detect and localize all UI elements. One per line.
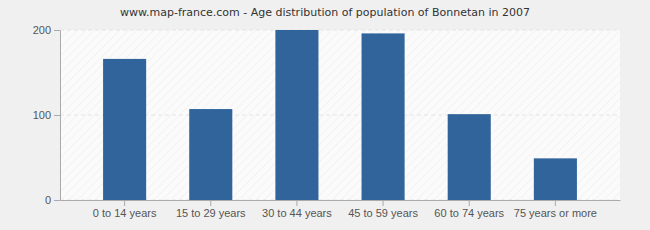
x-tick-label: 45 to 59 years — [348, 207, 418, 219]
x-tick-label: 30 to 44 years — [262, 207, 332, 219]
x-tick-mark — [296, 200, 297, 206]
x-tick-mark — [469, 200, 470, 206]
bar — [362, 33, 405, 200]
x-tick-mark — [555, 200, 556, 206]
grid-line — [60, 30, 620, 31]
grid — [60, 30, 620, 200]
y-tick-label: 100 — [33, 109, 51, 121]
y-tick-mark — [54, 115, 60, 116]
x-tick-label: 0 to 14 years — [93, 207, 157, 219]
x-tick-label: 15 to 29 years — [176, 207, 246, 219]
y-tick-label: 200 — [33, 24, 51, 36]
title: www.map-france.com - Age distribution of… — [120, 6, 530, 19]
y-tick: 200 — [33, 24, 60, 36]
bar — [189, 109, 232, 200]
x-axis-line — [61, 200, 621, 201]
x-tick: 0 to 14 years — [93, 200, 157, 219]
bar — [534, 158, 577, 200]
y-axis: 0 100 200 — [33, 24, 61, 206]
bar — [103, 59, 146, 200]
plot-background — [60, 30, 620, 200]
y-tick: 0 — [45, 194, 60, 206]
y-tick-mark — [54, 200, 60, 201]
background — [0, 0, 650, 230]
bar — [275, 30, 318, 200]
chart: www.map-france.com - Age distribution of… — [0, 0, 650, 230]
bar — [448, 114, 491, 200]
y-tick: 100 — [33, 109, 60, 121]
x-tick: 75 years or more — [514, 200, 597, 219]
bars — [103, 30, 577, 200]
y-tick-label: 0 — [45, 194, 51, 206]
x-axis: 0 to 14 years 15 to 29 years 30 to 44 year… — [61, 200, 621, 219]
x-tick-mark — [383, 200, 384, 206]
x-tick-mark — [210, 200, 211, 206]
y-tick-mark — [54, 30, 60, 31]
x-tick: 30 to 44 years — [262, 200, 332, 219]
plot: 0 100 200 0 to 14 years 15 to 29 years 30 to … — [33, 24, 621, 219]
x-tick: 60 to 74 years — [434, 200, 504, 219]
x-tick: 45 to 59 years — [348, 200, 418, 219]
x-tick-mark — [124, 200, 125, 206]
x-tick-label: 60 to 74 years — [434, 207, 504, 219]
x-tick: 15 to 29 years — [176, 200, 246, 219]
y-axis-line — [60, 31, 61, 201]
x-tick-label: 75 years or more — [514, 207, 597, 219]
